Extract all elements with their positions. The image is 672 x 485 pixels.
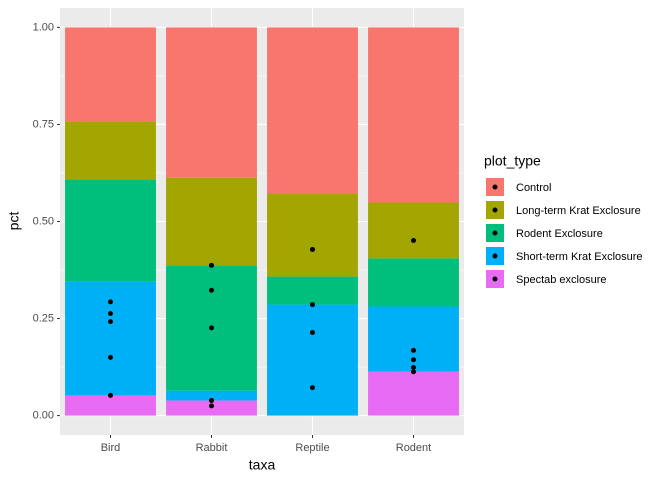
bar-segment xyxy=(267,304,358,416)
bar-segment xyxy=(166,27,257,178)
point xyxy=(310,302,315,308)
point xyxy=(310,330,315,336)
bar-segment xyxy=(267,27,358,194)
legend-label: Short-term Krat Exclosure xyxy=(516,251,643,263)
point xyxy=(108,310,113,316)
point xyxy=(209,262,214,268)
x-tick-label: Rodent xyxy=(396,442,431,454)
point xyxy=(310,246,315,252)
bar-segment xyxy=(267,276,358,305)
point xyxy=(108,319,113,325)
point xyxy=(209,325,214,331)
legend-point xyxy=(492,276,498,282)
y-axis-title: pct xyxy=(6,212,22,231)
bar-segment xyxy=(65,395,156,416)
point xyxy=(209,397,214,403)
legend-point xyxy=(492,230,498,236)
legend-point xyxy=(492,207,498,213)
bar-segment xyxy=(65,27,156,122)
bar-segment xyxy=(267,193,358,277)
y-tick-label: 0.25 xyxy=(33,312,54,324)
legend-label: Rodent Exclosure xyxy=(516,228,603,240)
bar-segment xyxy=(65,121,156,180)
bar-segment xyxy=(65,179,156,282)
point xyxy=(411,357,416,363)
y-tick-label: 1.00 xyxy=(33,21,54,33)
x-tick-label: Reptile xyxy=(295,442,329,454)
point xyxy=(310,385,315,391)
x-axis-title: taxa xyxy=(249,457,276,473)
bar-segment xyxy=(368,258,459,307)
point xyxy=(411,238,416,244)
point xyxy=(411,364,416,370)
point xyxy=(108,354,113,360)
legend-point xyxy=(492,253,498,259)
y-tick-label: 0.00 xyxy=(33,409,54,421)
bar-segment xyxy=(368,371,459,416)
y-tick-label: 0.50 xyxy=(33,215,54,227)
legend-label: Control xyxy=(516,182,551,194)
y-tick-label: 0.75 xyxy=(33,118,54,130)
point xyxy=(209,403,214,409)
legend-label: Spectab exclosure xyxy=(516,274,607,286)
bar-segment xyxy=(368,202,459,259)
bar-segment xyxy=(166,390,257,401)
bar-segment xyxy=(368,27,459,203)
point xyxy=(209,287,214,293)
point xyxy=(108,392,113,398)
x-tick-label: Rabbit xyxy=(196,442,228,454)
point xyxy=(411,369,416,375)
x-tick-label: Bird xyxy=(101,442,121,454)
legend-title: plot_type xyxy=(484,153,541,169)
point xyxy=(108,299,113,305)
legend-label: Long-term Krat Exclosure xyxy=(516,205,641,217)
bar-segment xyxy=(166,177,257,266)
legend-point xyxy=(492,184,498,190)
bar-segment xyxy=(65,281,156,396)
point xyxy=(411,347,416,353)
